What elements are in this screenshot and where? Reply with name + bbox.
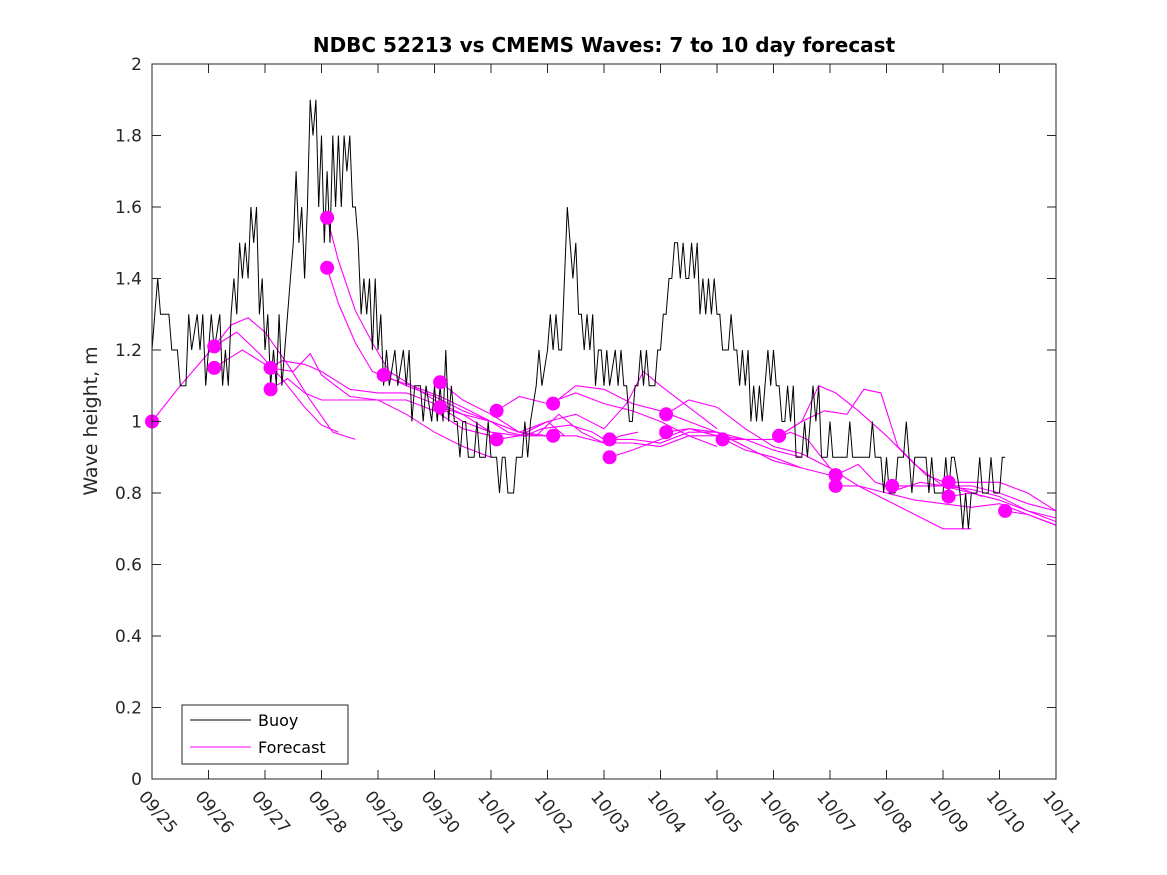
forecast-start-marker [263,382,278,397]
plot-area [152,64,1056,779]
y-tick-label: 2 [131,55,142,75]
forecast-start-marker [207,339,222,354]
forecast-start-marker [263,360,278,375]
forecast-line [666,428,831,476]
forecast-start-marker [828,478,843,493]
forecast-start-marker [376,368,391,382]
forecast-start-marker [828,468,843,483]
forecast-line [270,377,492,458]
y-tick-label: 1.2 [115,341,142,361]
legend-buoy-label: Buoy [258,711,298,730]
buoy-series [151,99,1006,529]
forecast-start-marker [489,403,504,418]
forecast-start-marker [546,428,561,443]
y-axis: 0 0.2 0.4 0.6 0.8 1 1.2 1.4 1.6 1.8 2 [115,55,1056,790]
forecast-line [948,492,1057,519]
y-tick-label: 1.8 [115,127,142,147]
forecast-start-marker [207,360,222,375]
forecast-start-marker [659,407,674,422]
y-tick-label: 0.4 [115,627,142,647]
forecast-line [326,267,548,437]
y-tick-label: 0.8 [115,484,142,504]
forecast-start-marker [772,428,787,443]
y-tick-label: 1.6 [115,198,142,218]
legend-forecast-label: Forecast [258,738,326,757]
y-tick-label: 0.6 [115,556,142,576]
forecast-line [439,406,610,444]
forecast-line [609,428,802,469]
buoy-line [151,99,1006,529]
forecast-line [552,385,746,447]
forecast-start-marker [489,432,504,447]
y-tick-label: 1.4 [115,270,142,290]
forecast-start-marker [659,425,674,440]
legend-box [181,704,349,765]
forecast-line [778,388,983,498]
forecast-start-marker [602,432,617,447]
forecast-line [496,392,718,448]
y-tick-label: 1 [131,413,142,433]
forecast-start-marker [320,210,335,225]
forecast-line [151,317,356,440]
forecast-line [722,431,972,530]
forecast-line [496,370,718,440]
forecast-start-marker [320,260,335,275]
forecast-start-markers [145,210,1013,518]
y-tick-label: 0 [131,770,142,790]
forecast-series [151,217,1057,530]
forecast-start-marker [433,375,448,390]
y-axis-label: Wave height, m [80,346,102,495]
forecast-start-marker [546,396,561,411]
forecast-start-marker [715,432,730,447]
forecast-start-marker [941,489,956,504]
forecast-start-marker [602,450,617,465]
forecast-start-marker [433,400,448,415]
forecast-start-marker [998,503,1013,518]
forecast-line [835,485,1057,526]
y-tick-label: 0.2 [115,699,142,719]
chart-title: NDBC 52213 vs CMEMS Waves: 7 to 10 day f… [313,33,896,57]
forecast-line [1005,510,1057,526]
forecast-start-marker [941,475,956,490]
legend: Buoy Forecast [181,704,349,765]
forecast-line [835,463,1057,512]
forecast-line [948,481,1057,512]
forecast-start-marker [885,478,900,493]
